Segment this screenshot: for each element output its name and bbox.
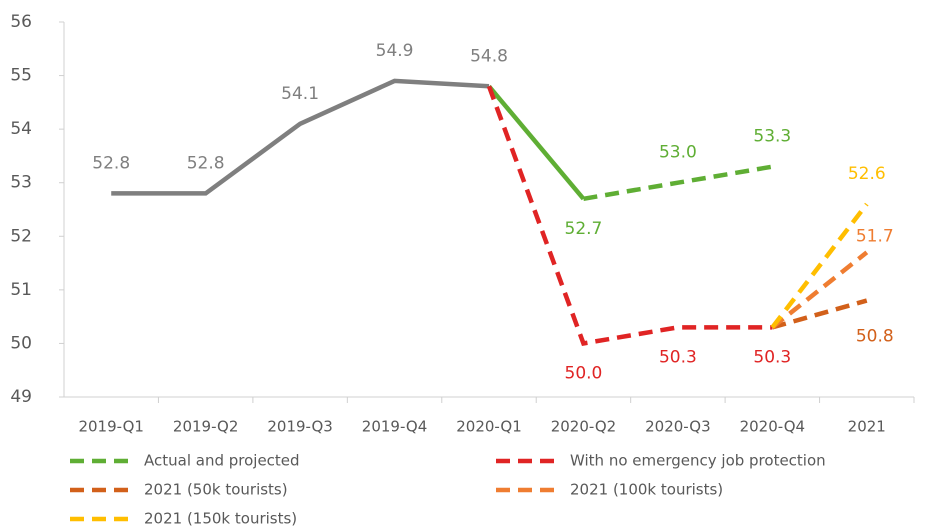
y-tick-label: 50 — [10, 333, 32, 353]
data-label: 50.3 — [753, 347, 791, 367]
data-label: 50.0 — [565, 363, 603, 383]
legend-label: 2021 (100k tourists) — [570, 481, 723, 499]
data-label: 51.7 — [856, 226, 894, 246]
x-tick-label: 2020-Q2 — [551, 418, 617, 436]
series-line — [771, 298, 868, 330]
x-tick-label: 2020-Q1 — [456, 418, 522, 436]
x-tick-label: 2019-Q2 — [173, 418, 239, 436]
series-line — [111, 78, 490, 196]
data-label: 54.9 — [376, 41, 414, 61]
data-label: 52.8 — [187, 153, 225, 173]
y-tick-label: 55 — [10, 66, 32, 86]
x-tick-label: 2021 — [848, 418, 886, 436]
series-line — [770, 202, 869, 329]
legend-label: 2021 (150k tourists) — [144, 510, 297, 528]
x-tick-label: 2019-Q1 — [78, 418, 144, 436]
data-label: 50.8 — [856, 327, 894, 347]
legend-label: 2021 (50k tourists) — [144, 481, 288, 499]
series-line — [486, 85, 773, 346]
y-tick-label: 49 — [10, 387, 32, 407]
y-tick-label: 53 — [10, 173, 32, 193]
data-label: 54.8 — [470, 46, 508, 66]
data-label: 53.3 — [753, 127, 791, 147]
legend-label: Actual and projected — [144, 452, 300, 470]
legend-label: With no emergency job protection — [570, 452, 826, 470]
y-tick-label: 54 — [10, 119, 32, 139]
series-line — [583, 164, 773, 202]
data-label: 52.6 — [848, 164, 886, 184]
data-label: 50.3 — [659, 347, 697, 367]
x-tick-label: 2020-Q4 — [740, 418, 806, 436]
series-line — [770, 250, 869, 330]
y-tick-label: 56 — [10, 12, 32, 32]
data-label: 54.1 — [281, 84, 319, 104]
y-tick-label: 52 — [10, 226, 32, 246]
data-label: 52.7 — [565, 219, 603, 239]
data-label: 52.8 — [92, 153, 130, 173]
x-tick-label: 2019-Q4 — [362, 418, 428, 436]
x-tick-label: 2019-Q3 — [267, 418, 333, 436]
series-line — [487, 84, 586, 201]
data-label: 53.0 — [659, 143, 697, 163]
x-tick-label: 2020-Q3 — [645, 418, 711, 436]
y-tick-label: 51 — [10, 280, 32, 300]
